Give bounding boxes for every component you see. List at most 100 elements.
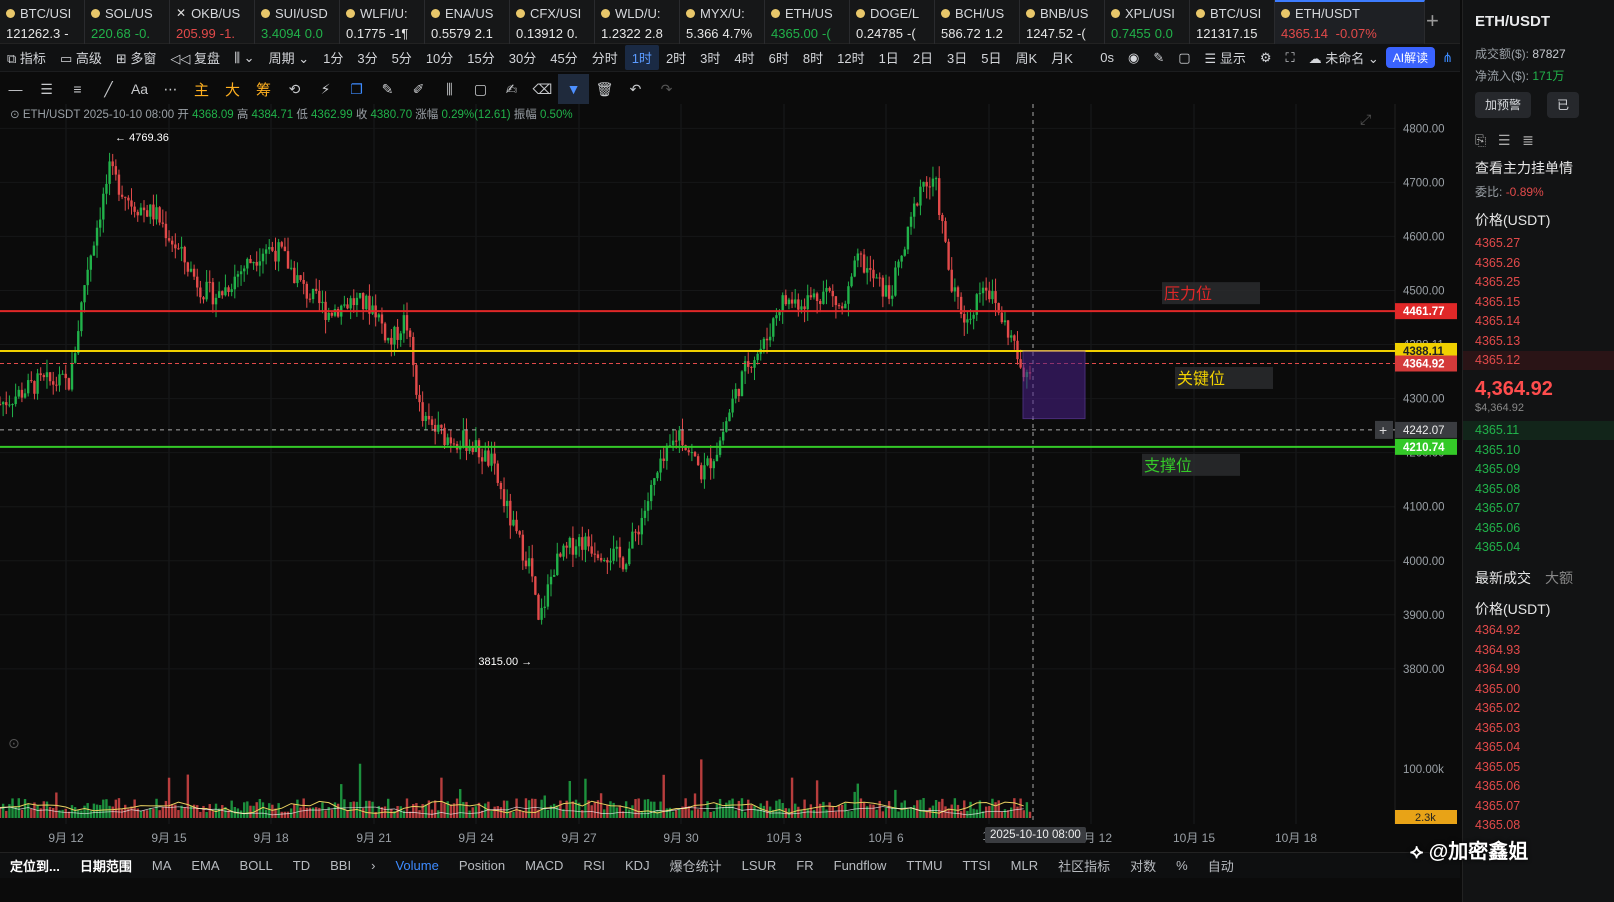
eraser-icon[interactable]: ⌫ bbox=[532, 80, 553, 97]
symbol-tab[interactable]: BCH/US 586.72 1.2 bbox=[935, 0, 1020, 44]
indicator-7[interactable]: Volume bbox=[395, 858, 439, 873]
bid-row[interactable]: 4365.06 bbox=[1475, 520, 1521, 535]
fullscreen-icon[interactable]: ⛶ bbox=[1285, 49, 1295, 65]
secondary-button[interactable]: 已 bbox=[1547, 92, 1580, 118]
display-button[interactable]: ☰ 显示 bbox=[1204, 51, 1246, 66]
interval-9[interactable]: 2时 bbox=[665, 51, 687, 66]
pen-icon[interactable]: ✎ bbox=[1153, 49, 1165, 65]
replay-icon[interactable]: ◁◁ 复盘 bbox=[170, 51, 221, 66]
undo-icon[interactable]: ↶ bbox=[629, 80, 642, 97]
bid-row[interactable]: 4365.09 bbox=[1475, 462, 1521, 476]
ask-row[interactable]: 4365.25 bbox=[1475, 275, 1521, 289]
symbol-tab-active[interactable]: ETH/USDT 4365.14 -0.07% bbox=[1275, 0, 1425, 44]
advanced-icon[interactable]: ▭ 高级 bbox=[59, 51, 102, 66]
indicator-14[interactable]: FR bbox=[796, 858, 814, 873]
symbol-tab[interactable]: MYX/U: 5.366 4.7% bbox=[680, 0, 765, 44]
symbol-tab[interactable]: BTC/USI 121262.3- bbox=[0, 0, 85, 44]
filter-icon[interactable]: ▼ bbox=[558, 74, 589, 104]
trend-line-icon[interactable]: ╱ bbox=[104, 80, 113, 97]
sync-icon[interactable]: ⟲ bbox=[288, 80, 301, 97]
more-tools-icon[interactable]: ⋯ bbox=[163, 80, 178, 97]
indicator-9[interactable]: MACD bbox=[525, 858, 564, 873]
edit-icon[interactable]: ✍ bbox=[505, 80, 518, 97]
time-axis[interactable]: 9月 12 9月 15 9月 18 9月 21 9月 24 9月 27 9月 30 10月 3… bbox=[0, 826, 1395, 846]
indicator-3[interactable]: EMA bbox=[191, 858, 220, 873]
collapse-icon[interactable]: ⊙ bbox=[10, 109, 20, 121]
trade-row[interactable]: 4364.93 bbox=[1475, 642, 1521, 657]
delete-icon[interactable]: 🗑 bbox=[595, 80, 614, 97]
parallel-lines-icon[interactable]: ☰ bbox=[40, 80, 53, 97]
indicator-13[interactable]: LSUR bbox=[741, 858, 777, 873]
indicator-6[interactable]: BBI bbox=[330, 858, 352, 873]
add-tab-icon[interactable]: + bbox=[1426, 8, 1439, 33]
symbol-tab[interactable]: SUI/USD 3.4094 0.0 bbox=[255, 0, 340, 44]
indicator-1[interactable]: 日期范围 bbox=[79, 859, 132, 874]
ai-analysis-button[interactable]: AI解读 bbox=[1385, 47, 1436, 68]
symbol-tab[interactable]: CFX/USI 0.13912 0. bbox=[510, 0, 595, 44]
bid-row[interactable]: 4365.07 bbox=[1475, 501, 1521, 515]
interval-14[interactable]: 12时 bbox=[837, 51, 865, 66]
trade-row[interactable]: 4365.08 bbox=[1475, 818, 1521, 832]
interval-18[interactable]: 5日 bbox=[981, 51, 1002, 66]
trade-row[interactable]: 4365.07 bbox=[1475, 798, 1521, 813]
symbol-tab[interactable]: ETH/US 4365.00 -( bbox=[765, 0, 850, 44]
multi-window-icon[interactable]: ⊞ 多窗 bbox=[115, 51, 157, 66]
indicator-20[interactable]: 对数 bbox=[1130, 859, 1157, 874]
countdown-label[interactable]: 0s bbox=[1100, 50, 1114, 65]
pattern-icon[interactable]: ⫼ bbox=[446, 80, 453, 97]
indicator-18[interactable]: MLR bbox=[1010, 858, 1039, 873]
interval-1[interactable]: 3分 bbox=[357, 51, 378, 66]
indicator-12[interactable]: 爆仓统计 bbox=[669, 859, 722, 874]
copy-icon[interactable]: ❐ bbox=[350, 80, 363, 97]
interval-0[interactable]: 1分 bbox=[323, 51, 344, 66]
indicator-21[interactable]: % bbox=[1176, 858, 1188, 873]
expand-icon[interactable]: ⤢ bbox=[1360, 112, 1371, 128]
trade-row[interactable]: 4365.03 bbox=[1475, 720, 1521, 735]
symbol-tab[interactable]: SOL/US 220.68 -0. bbox=[85, 0, 170, 44]
trade-row[interactable]: 4365.02 bbox=[1475, 701, 1521, 715]
interval-10[interactable]: 3时 bbox=[700, 51, 721, 66]
symbol-tab[interactable]: DOGE/L 0.24785 -( bbox=[850, 0, 935, 44]
share-icon[interactable]: ⋔ bbox=[1442, 49, 1453, 65]
symbol-tab[interactable]: XPL/USI 0.7455 0.0 bbox=[1105, 0, 1190, 44]
interval-3[interactable]: 10分 bbox=[425, 51, 454, 66]
indicator-11[interactable]: KDJ bbox=[625, 858, 650, 873]
ask-row[interactable]: 4365.27 bbox=[1475, 236, 1521, 250]
indicator-16[interactable]: TTMU bbox=[906, 858, 943, 873]
price-chart[interactable]: 3800.003900.004000.004100.004200.004300.… bbox=[0, 104, 1460, 824]
symbol-tab[interactable]: ✕ OKB/US 205.99 -1. bbox=[170, 0, 255, 44]
trades-title[interactable]: 最新成交 bbox=[1475, 570, 1531, 586]
interval-5[interactable]: 30分 bbox=[508, 51, 537, 66]
interval-7[interactable]: 分时 bbox=[591, 51, 618, 66]
interval-6[interactable]: 45分 bbox=[550, 51, 578, 66]
interval-17[interactable]: 3日 bbox=[947, 51, 968, 66]
settings-icon[interactable]: ⚙ bbox=[1259, 49, 1272, 65]
horizontal-line-icon[interactable]: — bbox=[8, 81, 23, 97]
indicator-5[interactable]: TD bbox=[292, 858, 311, 873]
symbol-tab[interactable]: BNB/US 1247.52 -( bbox=[1020, 0, 1105, 44]
symbol-tab[interactable]: BTC/USI 121317.15 bbox=[1190, 0, 1275, 44]
indicator-icon[interactable]: ⧉ 指标 bbox=[7, 51, 46, 66]
symbol-tab[interactable]: WLD/U: 1.2322 2.8 bbox=[595, 0, 680, 44]
trade-row[interactable]: 4364.92 bbox=[1475, 623, 1521, 637]
interval-15[interactable]: 1日 bbox=[878, 51, 899, 66]
trade-row[interactable]: 4365.04 bbox=[1475, 740, 1521, 754]
ruler-icon[interactable]: ✎ bbox=[381, 80, 394, 97]
bid-row[interactable]: 4365.10 bbox=[1475, 442, 1521, 457]
bid-row[interactable]: 4365.08 bbox=[1475, 481, 1521, 496]
bid-row[interactable]: 4365.11 bbox=[1463, 421, 1614, 440]
interval-20[interactable]: 月K bbox=[1051, 51, 1073, 66]
indicator-17[interactable]: TTSI bbox=[962, 858, 991, 873]
symbol-tab[interactable]: WLFI/U: 0.1775 -1¶ bbox=[340, 0, 425, 44]
indicator-15[interactable]: Fundflow bbox=[833, 858, 887, 873]
indicator-22[interactable]: 自动 bbox=[1207, 859, 1234, 874]
camera-icon[interactable]: ◉ bbox=[1127, 49, 1140, 65]
ask-row[interactable]: 4365.15 bbox=[1475, 294, 1521, 309]
trade-row[interactable]: 4364.99 bbox=[1475, 662, 1521, 676]
tool-main[interactable]: 主 bbox=[193, 81, 209, 99]
trade-row[interactable]: 4365.05 bbox=[1475, 759, 1521, 774]
indicator-8[interactable]: Position bbox=[458, 858, 506, 873]
interval-11[interactable]: 4时 bbox=[734, 51, 755, 66]
trade-row[interactable]: 4365.00 bbox=[1475, 681, 1521, 696]
lock-icon[interactable]: ▢ bbox=[473, 80, 488, 97]
